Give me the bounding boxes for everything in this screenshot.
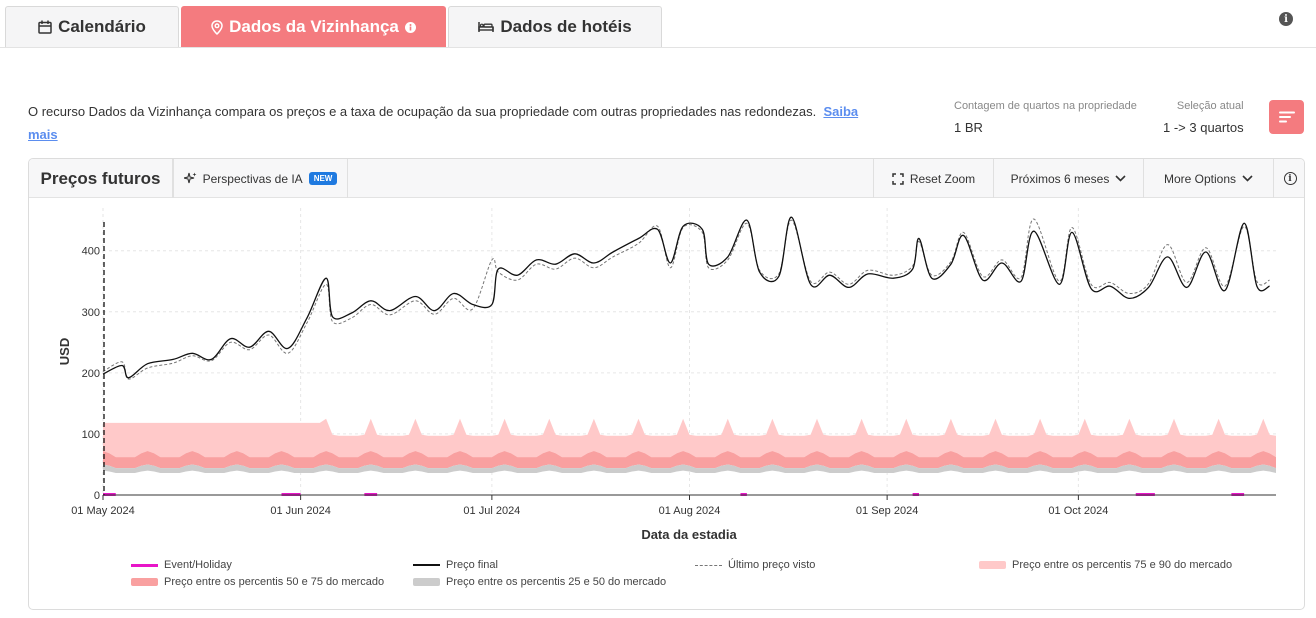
tab-bar: Calendário Dados da Vizinhança Dados de … (0, 0, 1316, 48)
chevron-down-icon (1242, 175, 1253, 182)
current-selection-label: Seleção atual (1176, 100, 1244, 112)
info-icon: i (1283, 172, 1297, 185)
legend-label: Último preço visto (728, 559, 816, 571)
legend-last-seen[interactable]: Último preço visto (695, 559, 815, 571)
series-final-price (102, 216, 1270, 379)
legend-p75-90[interactable]: Preço entre os percentis 75 e 90 do merc… (979, 559, 1232, 571)
legend-p25-50[interactable]: Preço entre os percentis 25 e 50 do merc… (413, 576, 666, 588)
new-badge: NEW (308, 172, 338, 185)
x-axis-title: Data da estadia (641, 527, 737, 542)
legend-swatch-event (131, 563, 158, 567)
chart-info-button[interactable]: i (1274, 159, 1304, 198)
bed-icon (478, 22, 495, 32)
filter-button[interactable] (1269, 100, 1304, 134)
description-text: O recurso Dados da Vizinhança compara os… (28, 104, 817, 119)
chevron-down-icon (1115, 175, 1126, 182)
y-tick-label: 0 (94, 490, 100, 502)
legend-swatch-last-seen (695, 564, 722, 566)
learn-more-link[interactable]: Saiba mais (28, 104, 859, 142)
future-prices-card: Preços futuros Perspectivas de IA NEW Re… (28, 158, 1305, 610)
room-count-label: Contagem de quartos na propriedade (954, 100, 1137, 112)
band-p75-90 (103, 418, 1276, 458)
x-tick-label: 01 Aug 2024 (659, 505, 721, 517)
legend-swatch-final (413, 564, 440, 566)
legend-p50-75[interactable]: Preço entre os percentis 50 e 75 do merc… (131, 576, 384, 588)
legend-label: Preço entre os percentis 50 e 75 do merc… (164, 576, 385, 588)
current-selection-block: Seleção atual 1 -> 3 quartos (1163, 100, 1244, 135)
x-tick-label: 01 Jun 2024 (270, 505, 331, 517)
tab-calendar-label: Calendário (58, 17, 146, 36)
current-selection-value: 1 -> 3 quartos (1163, 120, 1244, 135)
legend-label: Event/Holiday (164, 559, 232, 571)
legend-label: Preço final (446, 559, 498, 571)
series-last-seen-price (102, 218, 1270, 380)
reset-zoom-button[interactable]: Reset Zoom (873, 159, 994, 198)
x-tick-label: 01 May 2024 (71, 505, 135, 517)
price-chart[interactable]: 01 May 2024 01 Jun 2024 01 Jul 2024 01 Aug … (29, 198, 1305, 548)
tab-hotel-data[interactable]: Dados de hotéis (448, 6, 662, 47)
ai-insights-button[interactable]: Perspectivas de IA NEW (173, 159, 348, 198)
legend-swatch-p25-50 (413, 578, 440, 586)
legend-final-price[interactable]: Preço final (413, 559, 498, 571)
info-badge-icon (404, 21, 416, 33)
feature-description: O recurso Dados da Vizinhança compara os… (28, 100, 878, 146)
legend-label: Preço entre os percentis 25 e 50 do merc… (446, 576, 667, 588)
tab-hotel-label: Dados de hotéis (500, 17, 632, 36)
period-dropdown[interactable]: Próximos 6 meses (994, 159, 1144, 198)
sparkle-icon (183, 172, 197, 184)
tab-calendar[interactable]: Calendário (5, 6, 179, 47)
more-options-dropdown[interactable]: More Options (1144, 159, 1274, 198)
info-icon[interactable]: i (1279, 12, 1293, 26)
period-label: Próximos 6 meses (1010, 171, 1110, 186)
x-tick-label: 01 Sep 2024 (856, 505, 918, 517)
fullscreen-icon (892, 172, 904, 185)
x-tick-label: 01 Oct 2024 (1048, 505, 1108, 517)
x-tick-label: 01 Jul 2024 (463, 505, 520, 517)
chart-title: Preços futuros (29, 159, 173, 198)
legend-event[interactable]: Event/Holiday (131, 559, 232, 571)
room-count-block: Contagem de quartos na propriedade 1 BR (954, 100, 1137, 135)
legend-label: Preço entre os percentis 75 e 90 do merc… (1012, 559, 1233, 571)
legend-swatch-p75-90 (979, 561, 1006, 569)
filter-lines-icon (1278, 111, 1295, 123)
tab-neighborhood-label: Dados da Vizinhança (229, 17, 399, 36)
y-tick-label: 200 (82, 368, 100, 380)
tab-neighborhood-data[interactable]: Dados da Vizinhança (181, 6, 446, 47)
calendar-icon (38, 20, 52, 34)
y-axis-title: USD (57, 338, 72, 365)
chart-toolbar: Preços futuros Perspectivas de IA NEW Re… (29, 159, 1304, 198)
reset-zoom-label: Reset Zoom (909, 171, 976, 186)
y-tick-label: 400 (82, 246, 100, 258)
legend-swatch-p50-75 (131, 578, 158, 586)
y-tick-label: 100 (82, 429, 100, 441)
more-options-label: More Options (1163, 171, 1237, 186)
ai-insights-label: Perspectivas de IA (202, 171, 303, 186)
y-tick-label: 300 (82, 307, 100, 319)
band-p25-50 (103, 464, 1276, 473)
location-pin-icon (211, 19, 223, 35)
room-count-value: 1 BR (954, 120, 983, 135)
band-p50-75 (103, 451, 1276, 469)
